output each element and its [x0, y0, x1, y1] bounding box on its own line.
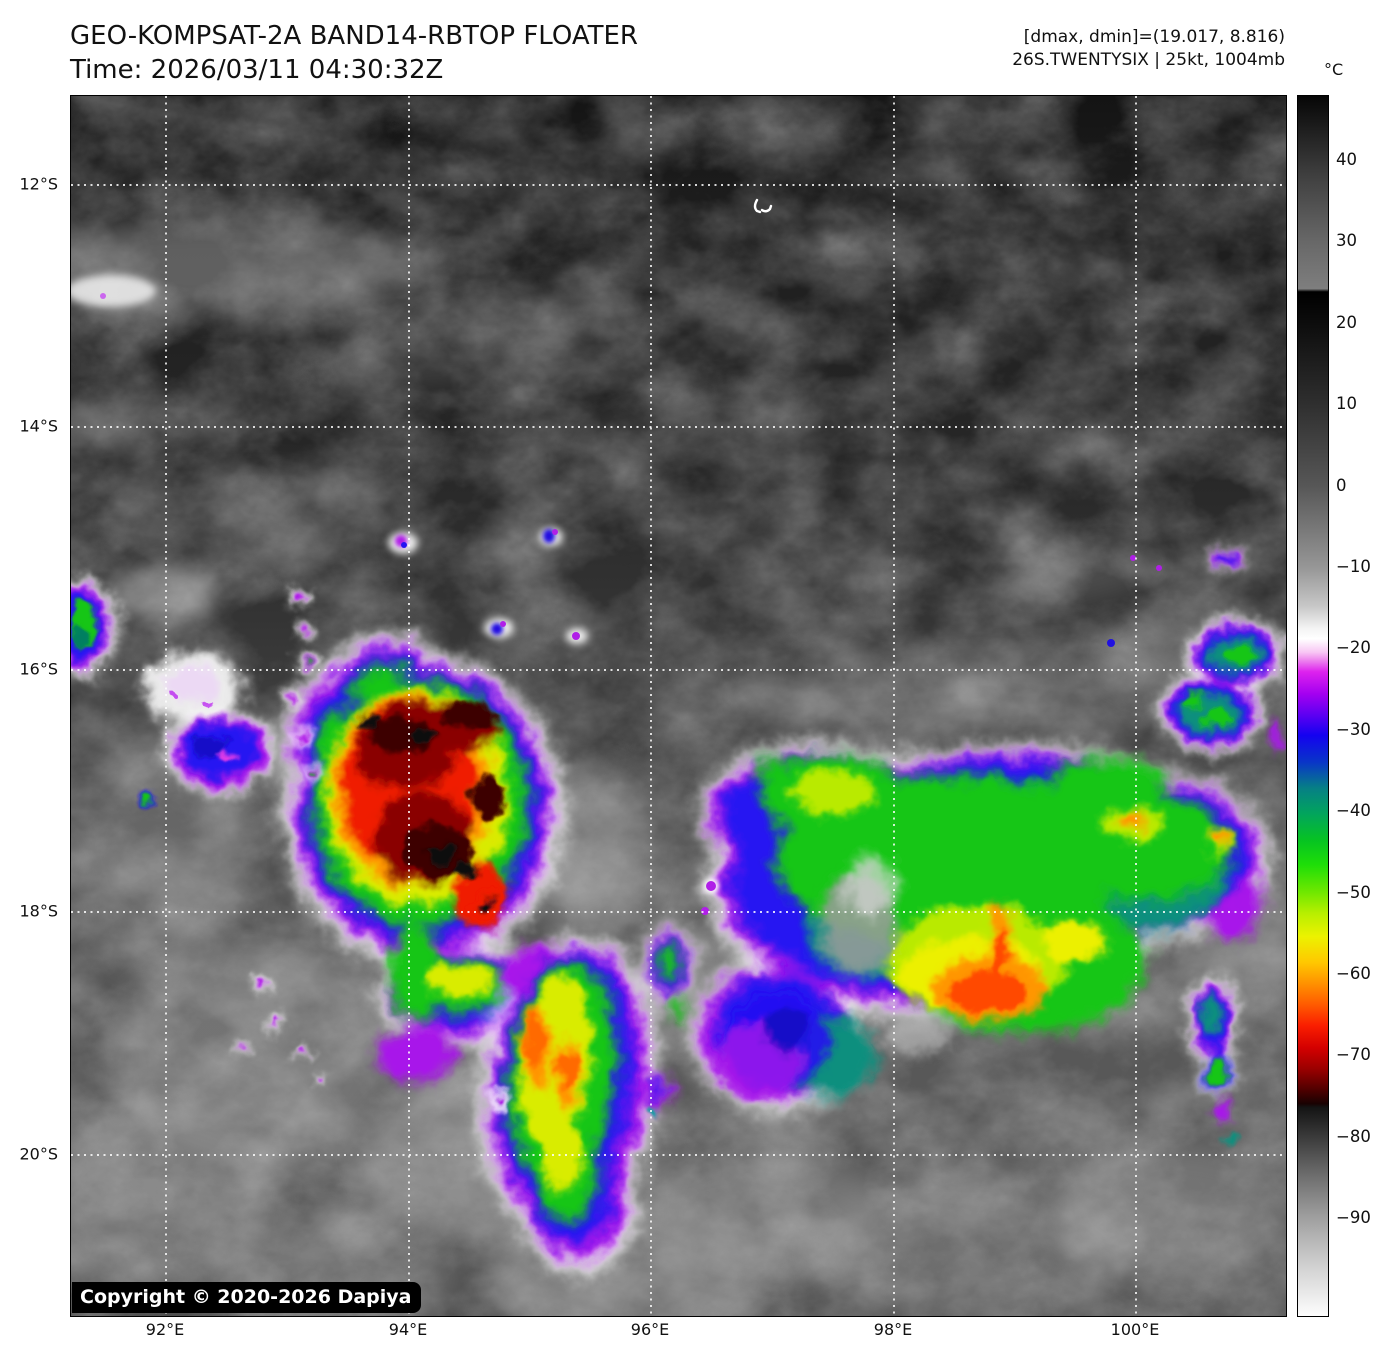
right-convective-system [691, 742, 1271, 1111]
colorbar-tick: −70 [1336, 1045, 1371, 1065]
colorbar-tick-labels: 40 30 20 10 0 −10 −20 −30 −40 −50 −60 −7… [1336, 95, 1388, 1315]
lon-axis-label: 100°E [1110, 1320, 1160, 1339]
lat-axis-label: 16°S [19, 659, 58, 679]
page-title: GEO-KOMPSAT-2A BAND14-RBTOP FLOATER [70, 21, 638, 51]
lon-axis-label: 96°E [630, 1320, 670, 1339]
longitude-axis: 92°E 94°E 96°E 98°E 100°E [70, 1320, 1285, 1346]
temperature-colorbar [1297, 95, 1329, 1317]
dmax-dmin-label: [dmax, dmin]=(19.017, 8.816) [1023, 27, 1285, 47]
lon-axis-label: 98°E [873, 1320, 913, 1339]
storm-info-label: 26S.TWENTYSIX | 25kt, 1004mb [1012, 50, 1285, 70]
lat-axis-label: 18°S [19, 901, 58, 921]
southern-convective-band [480, 924, 695, 1273]
colorbar-unit-label: °C [1324, 60, 1344, 79]
latitude-axis: 12°S 14°S 16°S 18°S 20°S [0, 95, 64, 1315]
colorbar-tick: −60 [1336, 964, 1371, 984]
colorbar-tick: 30 [1336, 231, 1357, 251]
colorbar-tick: −80 [1336, 1127, 1371, 1147]
colorbar-tick: −50 [1336, 883, 1371, 903]
lat-axis-label: 20°S [19, 1144, 58, 1164]
colorbar-tick: 20 [1336, 313, 1357, 333]
colorbar-tick: 10 [1336, 394, 1357, 414]
satellite-map [70, 95, 1287, 1317]
left-convective-system [237, 587, 563, 1086]
header-right-block: [dmax, dmin]=(19.017, 8.816) 26S.TWENTYS… [1012, 26, 1285, 72]
copyright-badge: Copyright © 2020-2026 Dapiya [72, 1282, 422, 1313]
lat-axis-label: 14°S [19, 416, 58, 436]
lon-axis-label: 92°E [145, 1320, 185, 1339]
colorbar-tick: −10 [1336, 557, 1371, 577]
west-speck-chain [237, 587, 329, 1086]
right-edge-cloud-clusters [1159, 549, 1286, 1146]
timestamp-label: Time: 2026/03/11 04:30:32Z [70, 55, 444, 85]
left-edge-cloud-clusters [71, 576, 277, 809]
lon-axis-label: 94°E [388, 1320, 428, 1339]
colorbar-tick: −90 [1336, 1208, 1371, 1228]
storm-position-marker [753, 198, 773, 214]
colorbar-tick: 0 [1336, 476, 1347, 496]
colorbar-tick: −30 [1336, 720, 1371, 740]
lat-lon-gridlines [71, 96, 1286, 1316]
colorbar-tick: −40 [1336, 801, 1371, 821]
satellite-imagery [71, 96, 1286, 1316]
colorbar-tick: 40 [1336, 150, 1357, 170]
colorbar-tick: −20 [1336, 638, 1371, 658]
lat-axis-label: 12°S [19, 174, 58, 194]
small-cloud-specks [100, 293, 1162, 915]
